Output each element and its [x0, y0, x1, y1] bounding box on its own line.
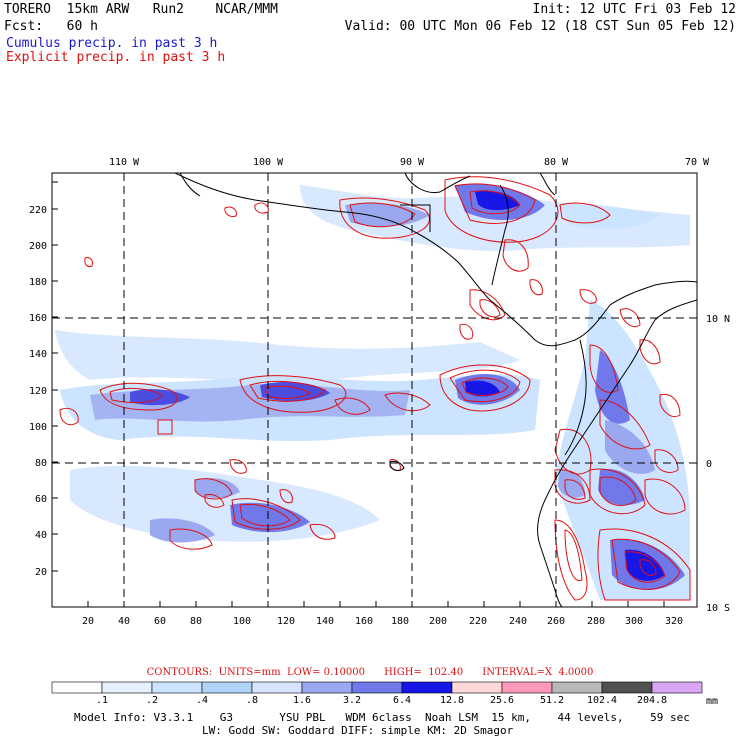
x-tick: 200 [429, 616, 447, 627]
model-title: TORERO 15km ARW Run2 NCAR/MMM [4, 2, 278, 17]
contour-info: CONTOURS: UNITS=mm LOW= 0.10000 HIGH= 10… [146, 667, 594, 678]
x-tick: 260 [547, 616, 565, 627]
lon-label: 110 W [109, 157, 140, 168]
explicit-contours [59, 176, 691, 601]
axis-ticks [52, 181, 665, 607]
lat-label: 10 N [706, 314, 730, 325]
x-tick: 280 [587, 616, 605, 627]
valid-time: Valid: 00 UTC Mon 06 Feb 12 (18 CST Sun … [344, 19, 736, 34]
lon-label: 80 W [544, 157, 569, 168]
x-tick: 240 [509, 616, 527, 627]
x-tick: 160 [355, 616, 373, 627]
y-tick: 40 [35, 530, 47, 541]
latlon-grid [52, 173, 697, 607]
y-tick: 120 [29, 386, 47, 397]
colorbar-label: 204.8 [636, 695, 668, 706]
x-tick: 300 [625, 616, 643, 627]
colorbar-label: 102.4 [586, 695, 618, 706]
lon-label: 70 W [685, 157, 710, 168]
y-tick-labels: 20 40 60 80 100 120 140 160 180 200 220 [29, 205, 47, 578]
x-tick: 80 [190, 616, 202, 627]
x-tick: 220 [469, 616, 487, 627]
forecast-hour: Fcst: 60 h [4, 19, 98, 34]
colorbar-label: .2 [145, 695, 159, 706]
y-tick: 60 [35, 494, 47, 505]
colorbar-label: 25.6 [489, 695, 515, 706]
x-tick: 20 [82, 616, 94, 627]
init-time: Init: 12 UTC Fri 03 Feb 12 [532, 2, 737, 17]
longitude-labels: 110 W 100 W 90 W 80 W 70 W [109, 157, 710, 168]
lat-label: 0 [706, 459, 712, 470]
colorbar-label: .1 [95, 695, 109, 706]
x-tick: 180 [391, 616, 409, 627]
y-tick: 140 [29, 349, 47, 360]
model-info: Model Info: V3.3.1 G3 YSU PBL WDM 6class… [74, 711, 690, 724]
lon-label: 90 W [400, 157, 425, 168]
colorbar [51, 681, 703, 694]
colorbar-label: 1.6 [292, 695, 312, 706]
colorbar-label: .8 [245, 695, 259, 706]
colorbar-label: 51.2 [539, 695, 565, 706]
x-tick: 40 [118, 616, 130, 627]
explicit-legend: Explicit precip. in past 3 h [6, 50, 226, 65]
colorbar-label: 3.2 [342, 695, 362, 706]
y-tick: 80 [35, 458, 47, 469]
latitude-labels: 10 N 0 10 S [706, 314, 730, 614]
lon-label: 100 W [253, 157, 284, 168]
x-tick: 320 [665, 616, 683, 627]
y-tick: 20 [35, 567, 47, 578]
colorbar-label: .4 [195, 695, 209, 706]
x-tick: 120 [277, 616, 295, 627]
y-tick: 160 [29, 313, 47, 324]
x-tick-labels: 20 40 60 80 100 120 140 160 180 200 220 … [82, 616, 683, 627]
x-tick: 140 [316, 616, 334, 627]
colorbar-unit: mm [706, 696, 719, 707]
lat-label: 10 S [706, 603, 730, 614]
coastlines [174, 173, 697, 607]
cumulus-legend: Cumulus precip. in past 3 h [6, 36, 218, 51]
cumulus-shading [55, 183, 690, 600]
precip-field [55, 176, 691, 601]
colorbar-label: 12.8 [439, 695, 465, 706]
y-tick: 200 [29, 241, 47, 252]
y-tick: 180 [29, 277, 47, 288]
y-tick: 100 [29, 422, 47, 433]
y-tick: 220 [29, 205, 47, 216]
x-tick: 100 [233, 616, 251, 627]
x-tick: 60 [154, 616, 166, 627]
colorbar-label: 6.4 [392, 695, 412, 706]
physics-info: LW: Godd SW: Goddard DIFF: simple KM: 2D… [202, 724, 514, 737]
